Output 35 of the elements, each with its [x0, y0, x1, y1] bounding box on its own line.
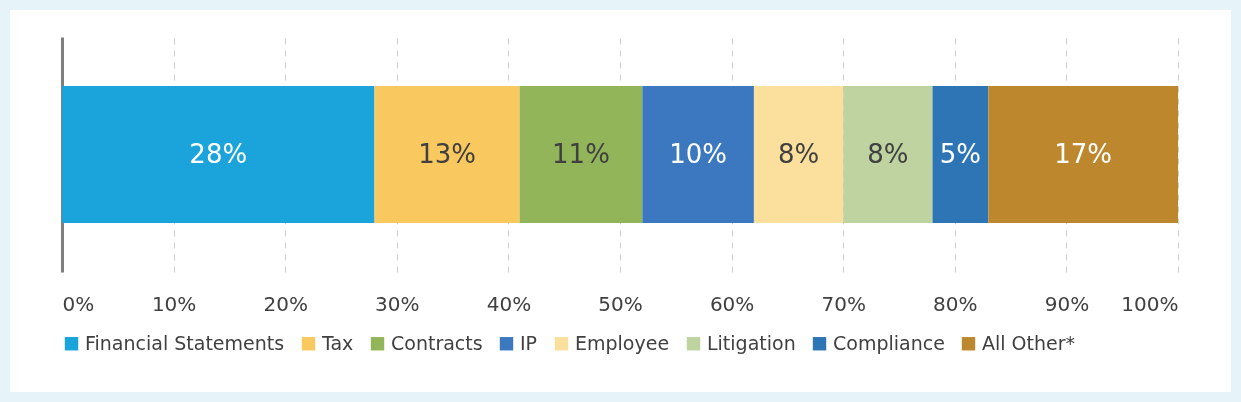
data-label: 17% [1054, 138, 1113, 169]
x-tick-label: 80% [933, 291, 978, 316]
legend-label: All Other* [982, 331, 1076, 354]
data-label: 13% [418, 138, 476, 169]
legend-label: Tax [321, 331, 354, 354]
x-tick-label: 90% [1044, 291, 1090, 316]
bar [988, 86, 1178, 223]
legend-label: Financial Statements [85, 331, 285, 354]
data-label: 8% [777, 138, 820, 169]
bar [62, 86, 375, 223]
x-tick-label: 60% [709, 291, 755, 316]
data-label: 28% [189, 138, 248, 169]
x-tick-label: 50% [598, 291, 643, 316]
legend-label: IP [520, 331, 538, 354]
data-label: 8% [867, 138, 909, 169]
bar [519, 86, 643, 223]
bar [932, 86, 989, 223]
x-tick-label: 0% [62, 291, 95, 316]
x-tick-label: 30% [375, 291, 420, 316]
bar [374, 86, 520, 223]
x-tick-label: 10% [151, 291, 197, 316]
bar [753, 86, 844, 223]
bar [642, 86, 754, 223]
legend-label: Employee [575, 331, 670, 354]
legend-label: Compliance [833, 331, 945, 354]
bar [843, 86, 933, 223]
data-label: 5% [939, 138, 982, 169]
legend-label: Litigation [707, 331, 796, 354]
x-tick-label: 100% [1121, 291, 1179, 316]
legend-label: Contracts [391, 331, 483, 354]
data-label: 11% [552, 138, 610, 169]
data-label: 10% [669, 138, 728, 169]
x-tick-label: 40% [486, 291, 532, 316]
x-tick-label: 20% [263, 291, 308, 316]
x-tick-label: 70% [821, 291, 866, 316]
